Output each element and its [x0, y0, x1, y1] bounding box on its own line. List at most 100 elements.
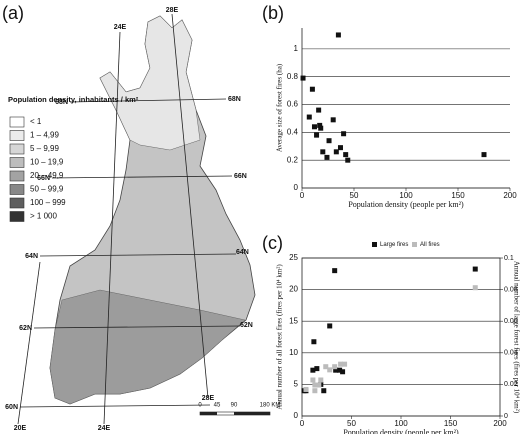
grid-label: 66N [37, 175, 50, 182]
legend-marker [412, 242, 417, 247]
y-tick-label: 15 [289, 316, 298, 325]
legend-swatch [9, 197, 25, 209]
legend-title: Population density, inhabitants / km² [8, 95, 139, 104]
point [323, 364, 329, 370]
point [326, 138, 332, 144]
y-tick-label: 0.4 [287, 127, 299, 136]
point [318, 125, 324, 131]
y2-tick-label: 0 [504, 413, 508, 420]
x-tick-label: 200 [503, 191, 517, 200]
grid-label: 66N [234, 173, 247, 180]
graticule [17, 13, 241, 425]
x-tick-label: 50 [350, 191, 359, 200]
point [312, 382, 318, 388]
y-tick-label: 0.8 [287, 72, 299, 81]
point [317, 122, 323, 128]
south-region [49, 289, 246, 405]
point [303, 386, 309, 392]
x-tick-label: 150 [451, 191, 465, 200]
lapland-region [99, 15, 201, 151]
grid-label: 68N [228, 96, 241, 103]
grid-label: 20E [14, 425, 27, 432]
point [318, 377, 324, 383]
charts: (b)00.20.40.60.810 50 100 150 200Population … [262, 3, 520, 434]
meridian [171, 13, 209, 399]
point [309, 86, 315, 92]
panel-label: (c) [262, 233, 283, 253]
y-tick-label: 0.2 [287, 155, 299, 164]
x-tick-label: 150 [444, 419, 458, 428]
point [316, 382, 322, 388]
y-axis-label: Average size of forest fires (ha) [276, 63, 284, 152]
y-tick-label: 25 [289, 253, 298, 262]
point [337, 145, 343, 151]
x-tick-label: 100 [399, 191, 413, 200]
parallel [51, 175, 233, 179]
map: 24E 28E 68N 68N 66N 66N 64N 64N 62N 62N … [2, 3, 280, 432]
legend-label: > 1 000 [30, 212, 57, 221]
y-tick-label: 10 [289, 348, 298, 357]
point [341, 131, 347, 137]
legend-label: Large fires [380, 242, 408, 248]
parallel [33, 325, 241, 329]
y2-tick-label: 0.04 [504, 350, 518, 357]
meridian [17, 261, 41, 425]
point [332, 268, 338, 274]
x-tick-label: 0 [300, 419, 305, 428]
point [343, 152, 349, 158]
point [312, 388, 318, 394]
grid-label: 64N [236, 249, 249, 256]
legend-label: 1 – 4,99 [30, 131, 59, 140]
point [342, 361, 348, 367]
y-tick-label: 0 [294, 183, 299, 192]
scale-label: 180 KM [260, 403, 281, 409]
point [311, 339, 317, 345]
legend-swatch [9, 157, 25, 168]
x-tick-label: 0 [300, 191, 305, 200]
point [335, 32, 341, 38]
legend-swatch [9, 130, 25, 141]
legend-swatch [9, 116, 25, 128]
point [472, 285, 478, 291]
y2-tick-label: 0.08 [504, 286, 518, 293]
x-tick-label: 50 [347, 419, 356, 428]
grid-label: 62N [19, 325, 32, 332]
legend-label: 20 – 49,9 [30, 171, 64, 180]
legend-label: 5 – 9,99 [30, 144, 59, 153]
y2-tick-label: 0.02 [504, 381, 518, 388]
x-axis-label: Population density (people per km²) [348, 200, 464, 209]
point [333, 149, 339, 155]
point [340, 369, 346, 375]
point [311, 124, 317, 130]
grid-label: 62N [240, 322, 253, 329]
y2-tick-label: 0.1 [504, 255, 514, 262]
scale-bar-segment [200, 412, 217, 415]
y2-tick-label: 0.06 [504, 318, 518, 325]
map-legend: < 1 1 – 4,99 5 – 9,99 10 – 19,9 20 – 49,9 50 … [9, 116, 66, 222]
legend-label: 50 – 99,9 [30, 185, 64, 194]
point [314, 366, 320, 372]
point [337, 367, 343, 373]
grid-label: 68N [55, 99, 68, 106]
legend-swatch [9, 211, 25, 222]
panel-label: (a) [2, 3, 24, 23]
legend-swatch [9, 143, 25, 155]
grid-label: 24E [98, 425, 111, 432]
legend-swatch [9, 184, 25, 195]
x-tick-label: 200 [493, 419, 507, 428]
plot-frame [301, 257, 501, 417]
grid-label: 28E [202, 395, 215, 402]
point [320, 149, 326, 155]
y-tick-label: 0.6 [287, 100, 299, 109]
x-axis-label: Population density (people per km²) [343, 428, 459, 434]
point [345, 157, 351, 163]
point [472, 266, 478, 272]
grid-label: 24E [114, 24, 127, 31]
legend-label: 100 – 999 [30, 198, 66, 207]
scale-bar: 0 45 90 180 KM [198, 403, 281, 416]
point [332, 364, 338, 370]
point [338, 361, 344, 367]
y-axis-label: Annual number of all forest fires (fires… [276, 264, 284, 410]
